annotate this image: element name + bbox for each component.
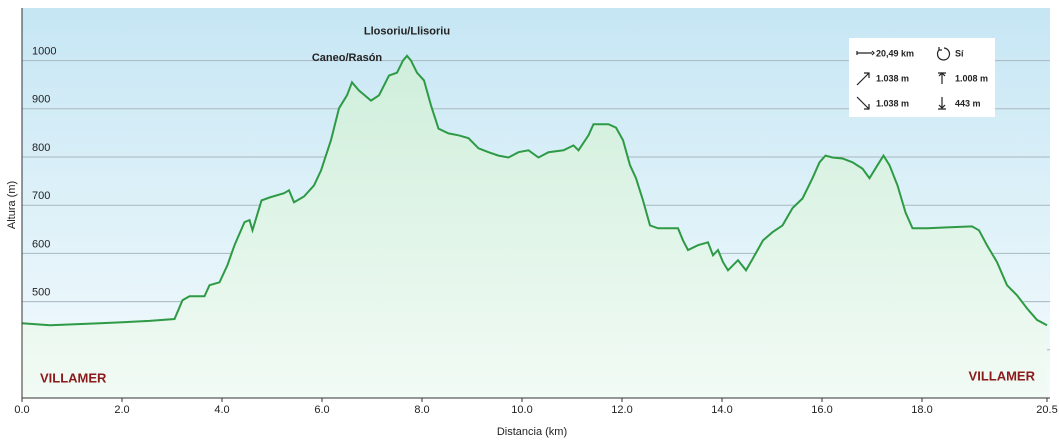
elevation-area (22, 55, 1047, 399)
x-axis-label: Distancia (km) (497, 426, 567, 438)
y-tick-label: 1000 (32, 46, 56, 58)
stat-max: 1.008 m (955, 73, 988, 83)
x-tick-label: 8.0 (414, 404, 429, 416)
x-tick-label: 16.0 (811, 404, 832, 416)
x-tick-label: 20.5 (1036, 404, 1057, 416)
stats-icons (856, 47, 951, 110)
stat-min: 443 m (955, 98, 981, 108)
x-tick-label: 4.0 (214, 404, 229, 416)
y-tick-label: 700 (32, 190, 50, 202)
start-label: VILLAMER (40, 370, 107, 385)
y-tick-label: 600 (32, 238, 50, 250)
stat-ascent: 1.038 m (876, 73, 909, 83)
end-label: VILLAMER (969, 368, 1036, 383)
x-tick-label: 10.0 (511, 404, 532, 416)
x-tick-label: 14.0 (711, 404, 732, 416)
x-tick-label: 0.0 (14, 404, 29, 416)
peak-label: Llosoriu/Llisoriu (364, 26, 450, 38)
y-axis-label: Altura (m) (6, 181, 18, 229)
stats-box: 20,49 km Sí 1.038 m 1.008 m 1.038 m 443 … (849, 38, 995, 117)
stat-circular: Sí (955, 48, 964, 58)
elevation-line (21, 54, 1048, 327)
x-tick-label: 2.0 (114, 404, 129, 416)
x-tick-label: 12.0 (611, 404, 632, 416)
y-tick-label: 900 (32, 94, 50, 106)
stat-descent: 1.038 m (876, 98, 909, 108)
x-tick-label: 6.0 (314, 404, 329, 416)
y-tick-label: 500 (32, 287, 50, 299)
stats-background (849, 38, 995, 117)
stat-distance: 20,49 km (876, 48, 914, 58)
x-tick-label: 18.0 (911, 404, 932, 416)
y-tick-label: 800 (32, 142, 50, 154)
peak-label: Caneo/Rasón (312, 52, 383, 64)
